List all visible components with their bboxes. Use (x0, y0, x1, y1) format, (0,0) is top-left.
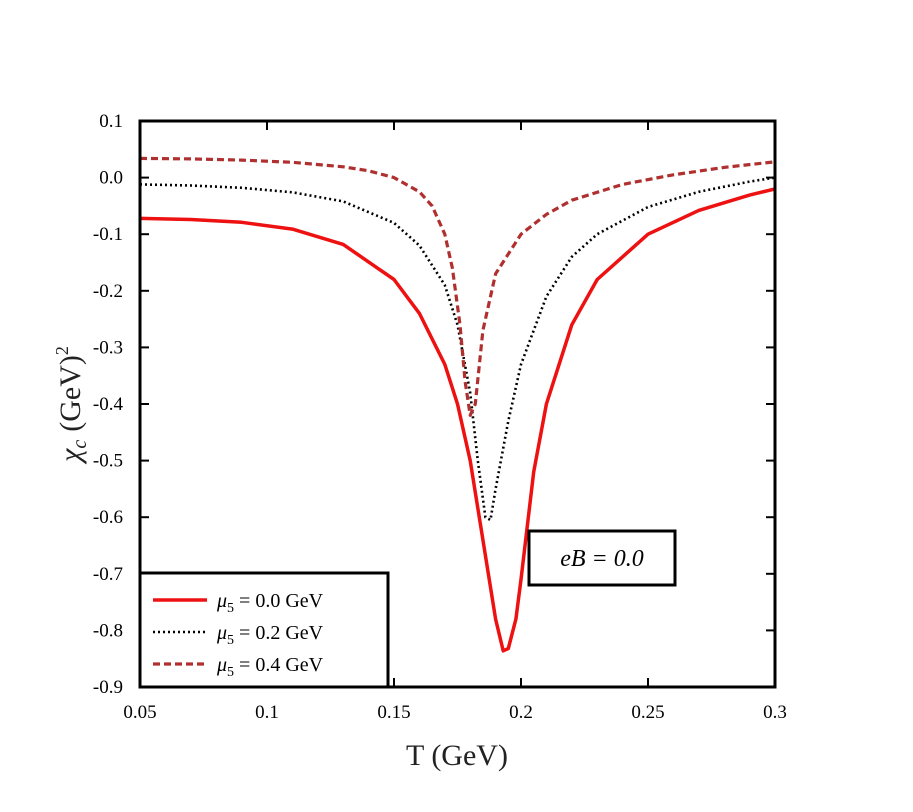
x-tick-label: 0.05 (123, 702, 156, 723)
y-axis-unit: (GeV) (54, 355, 87, 432)
y-tick-label: 0.1 (99, 111, 123, 132)
y-tick-label: -0.8 (93, 620, 123, 641)
plot-frame (138, 119, 777, 689)
legend: μ5 = 0.0 GeV μ5 = 0.2 GeV μ5 = 0.4 GeV (138, 571, 390, 689)
y-tick-label: 0.0 (99, 168, 123, 189)
y-tick-label: -0.7 (93, 564, 123, 585)
y-tick-label: -0.2 (93, 281, 123, 302)
x-tick-label: 0.15 (377, 702, 410, 723)
series-line-0 (140, 187, 775, 653)
y-axis-symbol: χ (54, 448, 87, 465)
annotation-frame (527, 529, 677, 587)
y-axis-subscript: c (69, 440, 91, 449)
y-axis-superscript: 2 (52, 346, 72, 355)
y-tick-label: -0.3 (93, 337, 123, 358)
y-tick-label: -0.6 (93, 507, 123, 528)
legend-label-0: μ5 = 0.0 GeV (216, 590, 324, 616)
legend-items: μ5 = 0.0 GeV μ5 = 0.2 GeV μ5 = 0.4 GeV (153, 590, 324, 680)
series-line-1 (140, 176, 775, 522)
x-tick-label: 0.3 (763, 702, 787, 723)
tick-labels: 0.05 0.1 0.15 0.2 0.25 0.3 0.1 0.0 -0.1 -0.2 -0.3 -… (93, 111, 787, 723)
y-tick-label: -0.1 (93, 224, 123, 245)
legend-frame (138, 571, 390, 689)
annotation-text: eB = 0.0 (560, 546, 644, 572)
legend-label-2: μ5 = 0.4 GeV (216, 654, 324, 680)
annotation-box: eB = 0.0 (527, 529, 677, 587)
y-tick-label: -0.9 (93, 677, 123, 698)
series-line-2 (140, 156, 775, 417)
x-axis-title: T (GeV) (406, 739, 508, 772)
series-group (140, 156, 775, 653)
x-tick-label: 0.25 (631, 702, 664, 723)
legend-label-1: μ5 = 0.2 GeV (216, 622, 324, 648)
y-tick-label: -0.4 (93, 394, 124, 415)
x-tick-label: 0.2 (509, 702, 533, 723)
y-tick-label: -0.5 (93, 451, 123, 472)
y-axis-title: χc (GeV)2 (52, 346, 91, 465)
x-tick-label: 0.1 (255, 702, 279, 723)
